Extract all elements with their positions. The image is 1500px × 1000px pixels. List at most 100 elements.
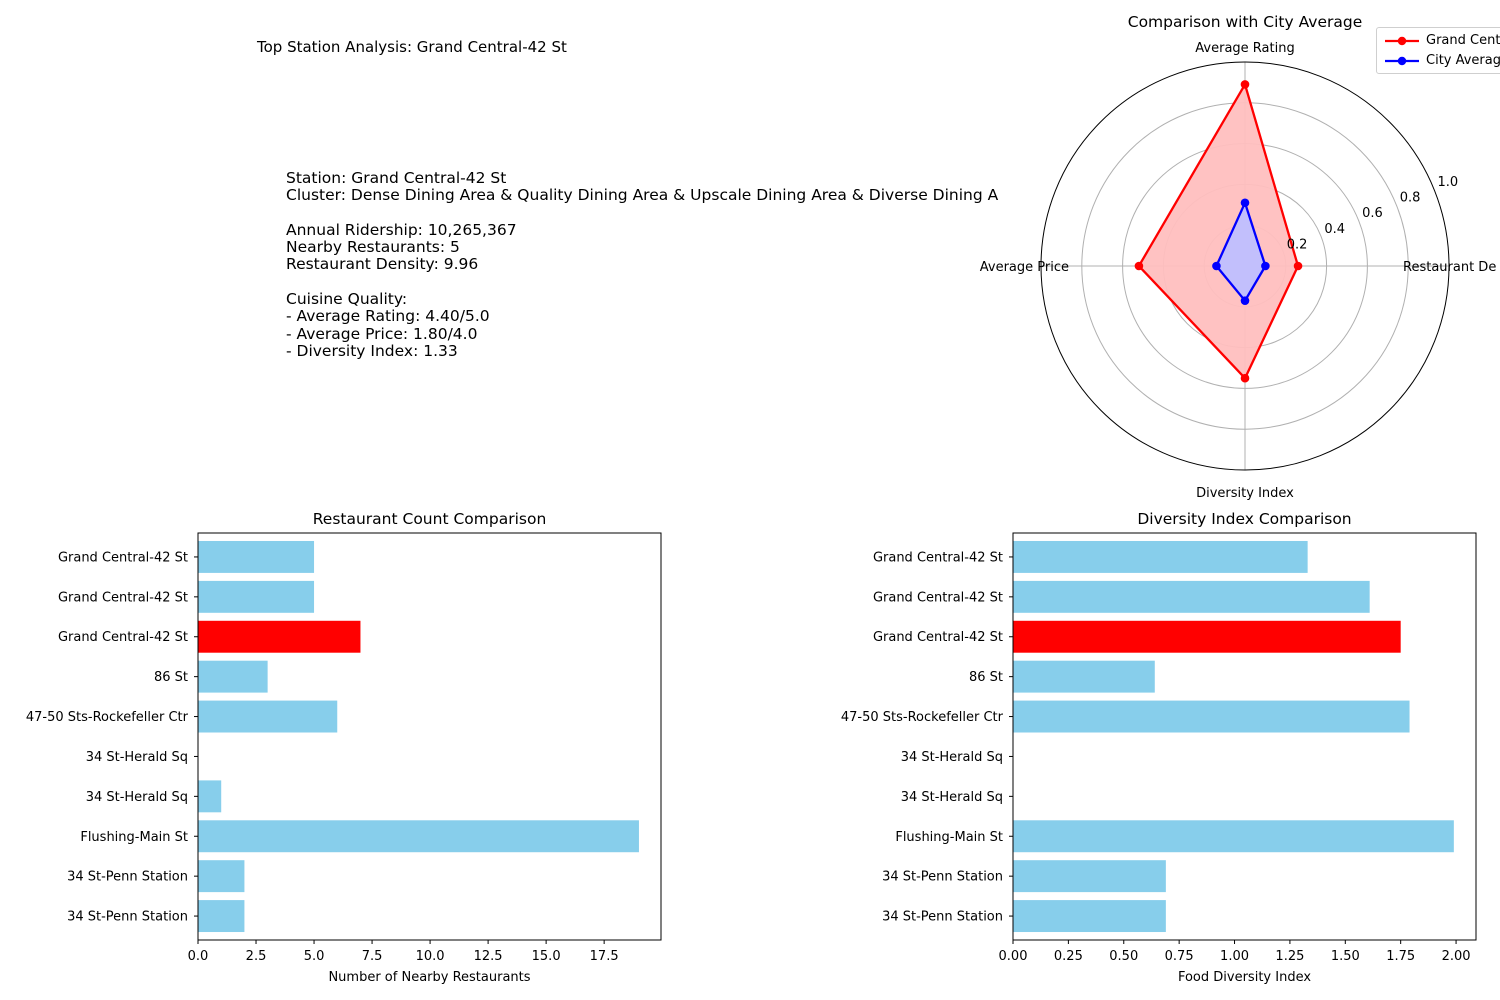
radar-point — [1240, 198, 1250, 208]
bar — [1013, 700, 1410, 733]
radar-legend: Grand Cent City Averag — [1376, 27, 1500, 74]
info-line: Restaurant Density: 9.96 — [286, 255, 479, 274]
info-line: Nearby Restaurants: 5 — [286, 238, 460, 257]
x-tick-label: 1.00 — [1220, 949, 1249, 964]
y-tick-label: Grand Central-42 St — [873, 590, 1003, 605]
radar-outer-frame — [1040, 61, 1450, 471]
bar — [1013, 900, 1166, 933]
radar-chart-title: Comparison with City Average — [1128, 13, 1363, 31]
radar-r-tick-label: 1.0 — [1437, 175, 1458, 190]
bar — [198, 580, 315, 613]
radar-r-tick-label: 0.4 — [1324, 222, 1345, 237]
x-tick-label: 0.25 — [1054, 949, 1083, 964]
radar-chart: 0.2 0.4 0.6 0.8 1.0 Restaurant De Average Rati… — [980, 13, 1497, 500]
radar-point — [1293, 261, 1303, 271]
radar-point — [1134, 261, 1144, 271]
bar — [198, 780, 222, 813]
info-line: Cuisine Quality: — [286, 290, 408, 309]
x-tick-label: 0.00 — [999, 949, 1028, 964]
legend-line-blue — [1385, 56, 1419, 66]
x-axis-label: Number of Nearby Restaurants — [328, 970, 530, 985]
legend-label-city-average: City Averag — [1426, 53, 1500, 68]
main-title: Top Station Analysis: Grand Central-42 S… — [257, 38, 567, 56]
bar — [198, 540, 315, 573]
legend-label-station: Grand Cent — [1426, 33, 1500, 48]
info-line: Station: Grand Central-42 St — [286, 169, 507, 187]
bar — [1013, 580, 1370, 613]
radar-r-tick-label: 0.2 — [1287, 237, 1308, 252]
radar-axis-label: Restaurant De — [1403, 260, 1496, 275]
radar-axis-label: Average Price — [980, 260, 1069, 275]
diversity-index-chart: Grand Central-42 St Grand Central-42 St Gr… — [841, 510, 1477, 985]
y-tick-label: 34 St-Penn Station — [882, 870, 1003, 885]
bar — [1013, 620, 1401, 653]
radar-point — [1261, 261, 1270, 271]
x-tick-label: 10.0 — [416, 949, 445, 964]
y-tick-label: Grand Central-42 St — [873, 550, 1003, 565]
info-line: - Average Price: 1.80/4.0 — [286, 324, 478, 343]
x-tick-label: 1.25 — [1275, 949, 1304, 964]
y-tick-label: Flushing-Main St — [895, 830, 1003, 845]
info-line: - Diversity Index: 1.33 — [286, 341, 458, 360]
y-tick-label: 34 St-Herald Sq — [901, 790, 1003, 805]
bar — [198, 660, 268, 693]
chart-title: Restaurant Count Comparison — [313, 510, 547, 528]
plot-frame — [197, 532, 662, 941]
bar — [1013, 820, 1454, 853]
x-tick-label: 0.75 — [1165, 949, 1194, 964]
x-tick-label: 2.5 — [246, 949, 267, 964]
x-axis-label: Food Diversity Index — [1178, 970, 1311, 985]
bar — [198, 700, 338, 733]
plot-frame — [1012, 532, 1477, 941]
radar-axis-label: Diversity Index — [1196, 486, 1294, 500]
bar — [1013, 540, 1308, 573]
bar — [198, 820, 639, 853]
info-line: Cluster: Dense Dining Area & Quality Din… — [286, 186, 999, 205]
y-tick-label: 34 St-Penn Station — [67, 910, 188, 925]
bar — [198, 860, 245, 893]
legend-line-red — [1385, 36, 1419, 46]
y-tick-label: 34 St-Herald Sq — [901, 750, 1003, 765]
y-tick-label: Grand Central-42 St — [58, 630, 188, 645]
radar-point — [1212, 261, 1221, 271]
y-tick-label: Grand Central-42 St — [58, 590, 188, 605]
radar-fill-series-0 — [1138, 84, 1298, 379]
y-tick-label: 34 St-Penn Station — [67, 870, 188, 885]
x-tick-label: 2.00 — [1442, 949, 1471, 964]
radar-fill-series-1 — [1216, 202, 1266, 301]
bar — [198, 900, 245, 933]
x-tick-label: 17.5 — [590, 949, 619, 964]
restaurant-count-chart: Grand Central-42 St Grand Central-42 St Gr… — [26, 510, 662, 985]
y-tick-label: 34 St-Herald Sq — [86, 750, 188, 765]
radar-point — [1240, 296, 1250, 305]
chart-title: Diversity Index Comparison — [1137, 510, 1351, 528]
y-tick-label: 86 St — [154, 670, 188, 685]
radar-r-tick-label: 0.8 — [1400, 191, 1421, 206]
bar — [1013, 660, 1155, 693]
bar — [198, 620, 361, 653]
y-tick-label: Grand Central-42 St — [873, 630, 1003, 645]
y-tick-label: Grand Central-42 St — [58, 550, 188, 565]
x-tick-label: 0.50 — [1109, 949, 1138, 964]
x-tick-label: 5.0 — [304, 949, 325, 964]
radar-point — [1240, 80, 1250, 89]
radar-point — [1240, 373, 1250, 383]
y-tick-label: 34 St-Herald Sq — [86, 790, 188, 805]
x-tick-label: 1.50 — [1331, 949, 1360, 964]
y-tick-label: 34 St-Penn Station — [882, 910, 1003, 925]
x-tick-label: 7.5 — [362, 949, 383, 964]
bar — [1013, 860, 1166, 893]
station-info-block: Station: Grand Central-42 St Cluster: Den… — [286, 169, 999, 360]
y-tick-label: Flushing-Main St — [80, 830, 188, 845]
x-tick-label: 15.0 — [532, 949, 561, 964]
radar-axis-label: Average Rating — [1195, 41, 1294, 56]
radar-r-tick-label: 0.6 — [1362, 206, 1383, 221]
x-tick-label: 1.75 — [1386, 949, 1415, 964]
y-tick-label: 86 St — [969, 670, 1003, 685]
info-line: - Average Rating: 4.40/5.0 — [286, 307, 490, 326]
y-tick-label: 47-50 Sts-Rockefeller Ctr — [26, 710, 189, 725]
y-tick-label: 47-50 Sts-Rockefeller Ctr — [841, 710, 1004, 725]
x-tick-label: 0.0 — [188, 949, 209, 964]
x-tick-label: 12.5 — [474, 949, 503, 964]
info-line: Annual Ridership: 10,265,367 — [286, 220, 517, 239]
